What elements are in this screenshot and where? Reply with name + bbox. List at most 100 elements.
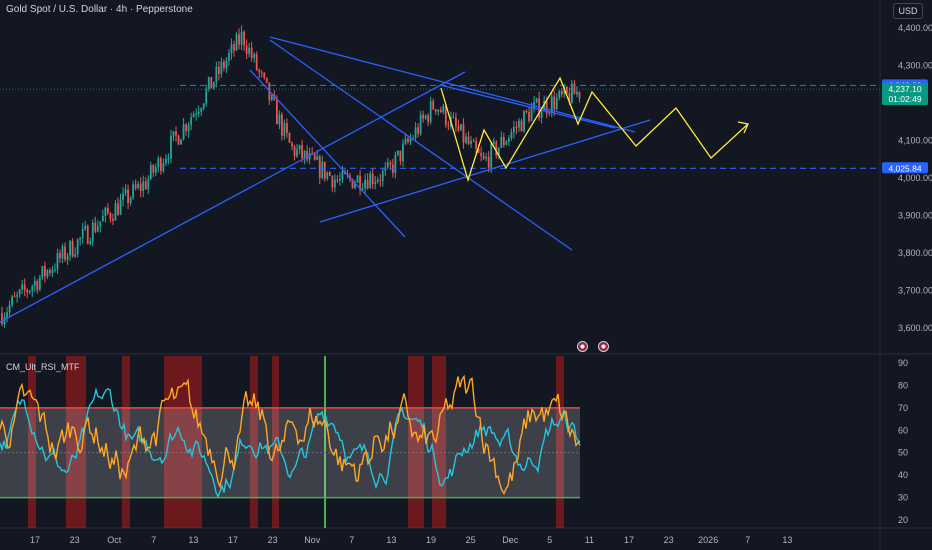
candle-body xyxy=(117,203,119,215)
candle-body xyxy=(480,152,483,156)
candle-body xyxy=(38,277,41,290)
candle-body xyxy=(528,112,530,122)
candle-body xyxy=(233,44,235,51)
candle-body xyxy=(217,66,220,74)
candle-body xyxy=(485,156,488,159)
candle-body xyxy=(568,93,571,103)
candle-body xyxy=(11,296,13,305)
candle-body xyxy=(336,179,339,181)
price-tick-label: 4,400.00 xyxy=(898,23,932,33)
candle-body xyxy=(288,132,291,143)
candle-body xyxy=(419,114,422,134)
time-axis-label: 7 xyxy=(349,535,354,545)
currency-button[interactable]: USD xyxy=(893,3,923,19)
candle-body xyxy=(275,99,278,125)
rsi-tick-label: 50 xyxy=(898,448,908,458)
candle-body xyxy=(293,146,296,157)
candle-body xyxy=(578,91,581,99)
candle-body xyxy=(56,252,59,270)
candle-body xyxy=(210,77,213,89)
candle-body xyxy=(386,162,389,168)
candle-body xyxy=(104,207,107,216)
candle-body xyxy=(399,150,402,162)
candle-body xyxy=(33,281,36,287)
rsi-tick-label: 80 xyxy=(898,380,908,390)
candle-body xyxy=(467,136,470,144)
candle-body xyxy=(540,111,543,118)
candle-body xyxy=(157,158,160,168)
price-tick-label: 3,700.00 xyxy=(898,286,932,296)
candle-body xyxy=(502,136,505,145)
candle-body xyxy=(152,165,155,173)
price-tag-label: 4,237.10 xyxy=(888,84,921,94)
candle-body xyxy=(76,239,79,255)
candle-body xyxy=(137,183,140,189)
overbought-zone xyxy=(272,356,279,528)
candle-body xyxy=(3,317,6,325)
candle-body xyxy=(248,47,251,54)
candle-body xyxy=(462,124,465,143)
candle-body xyxy=(492,141,495,144)
projection-zigzag xyxy=(440,76,749,183)
candle-body xyxy=(339,179,341,181)
candle-body xyxy=(313,153,316,160)
candle-body xyxy=(475,140,477,149)
candle-body xyxy=(220,61,223,74)
projection-arrowhead xyxy=(737,121,749,134)
time-axis-label: Dec xyxy=(502,535,519,545)
candle-body xyxy=(525,110,528,113)
candle-body xyxy=(286,123,288,133)
candle-body xyxy=(434,109,437,112)
time-axis-label: Oct xyxy=(107,535,122,545)
time-axis-label: 2026 xyxy=(698,535,718,545)
candle-body xyxy=(245,45,248,54)
time-axis-label: 17 xyxy=(228,535,238,545)
candle-body xyxy=(477,148,480,153)
candle-body xyxy=(28,290,31,293)
candle-body xyxy=(573,83,576,95)
candle-body xyxy=(273,94,276,100)
candle-body xyxy=(482,155,485,159)
candle-body xyxy=(394,154,397,174)
candle-body xyxy=(23,284,26,291)
candle-body xyxy=(79,237,82,240)
candle-body xyxy=(414,127,417,139)
trendline xyxy=(249,69,406,238)
us-flag-event-icon[interactable] xyxy=(598,341,609,352)
candle-body xyxy=(197,111,200,114)
candle-body xyxy=(321,161,324,178)
candle-body xyxy=(190,117,193,125)
candle-body xyxy=(381,170,384,181)
candle-body xyxy=(192,114,195,118)
candle-body xyxy=(291,142,293,147)
candle-body xyxy=(26,290,29,293)
candle-body xyxy=(43,266,46,277)
price-tick-label: 3,800.00 xyxy=(898,248,932,258)
candle-body xyxy=(202,103,205,109)
candle-body xyxy=(548,112,551,114)
candle-body xyxy=(364,179,367,189)
candle-body xyxy=(21,284,24,290)
candle-body xyxy=(250,47,253,58)
candle-body xyxy=(404,138,407,144)
indicator-name: CM_Ult_RSI_MTF xyxy=(6,362,80,372)
candle-body xyxy=(124,189,127,194)
candle-body xyxy=(402,143,404,162)
candle-body xyxy=(318,156,321,178)
overbought-zone xyxy=(250,356,258,528)
candle-body xyxy=(223,61,225,69)
candle-body xyxy=(553,96,556,110)
candle-body xyxy=(31,286,34,291)
candle-body xyxy=(389,162,392,165)
candle-body xyxy=(465,136,467,143)
candle-body xyxy=(460,124,462,131)
price-tag xyxy=(882,83,928,106)
candle-body xyxy=(61,246,64,259)
candle-body xyxy=(417,127,419,134)
us-flag-event-icon[interactable] xyxy=(577,341,588,352)
candle-body xyxy=(13,296,16,298)
candle-body xyxy=(74,254,77,257)
candle-body xyxy=(301,145,303,159)
time-axis-label: 7 xyxy=(151,535,156,545)
